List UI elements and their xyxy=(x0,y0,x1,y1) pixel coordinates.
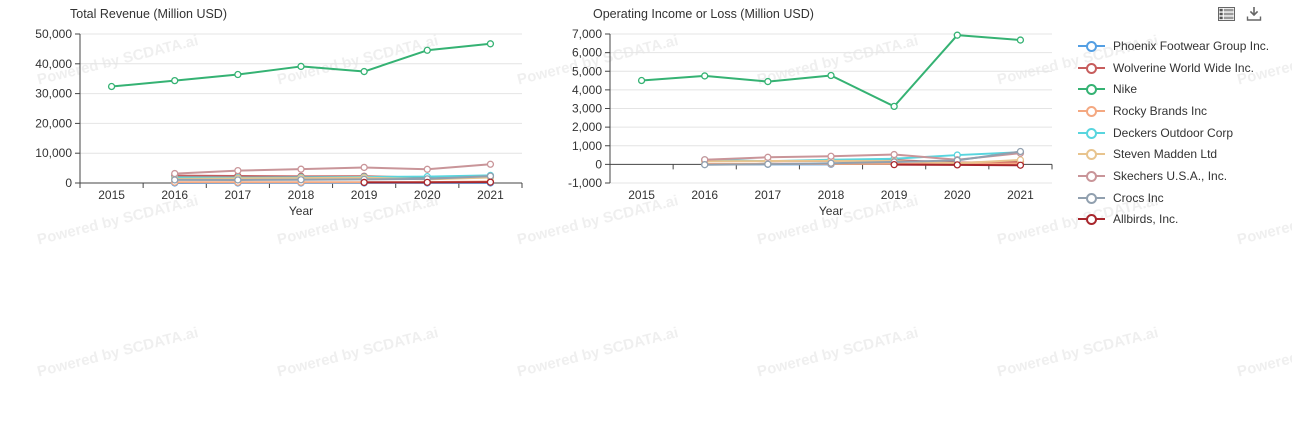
legend-label: Crocs Inc xyxy=(1113,190,1164,205)
watermark: Powered by SCDATA.ai xyxy=(755,324,921,381)
legend-item[interactable]: Steven Madden Ltd xyxy=(1078,143,1269,165)
data-view-icon[interactable] xyxy=(1218,7,1235,21)
total-revenue-chart: Total Revenue (Million USD) 0 10,000 20,00… xyxy=(0,0,560,232)
svg-text:2015: 2015 xyxy=(98,188,125,202)
svg-text:0: 0 xyxy=(595,157,602,171)
legend-marker-icon xyxy=(1078,192,1105,204)
legend-item[interactable]: Nike xyxy=(1078,78,1269,100)
legend-item[interactable]: Wolverine World Wide Inc. xyxy=(1078,57,1269,79)
svg-text:2018: 2018 xyxy=(818,188,845,202)
svg-text:40,000: 40,000 xyxy=(35,57,72,71)
svg-text:2016: 2016 xyxy=(691,188,718,202)
legend-marker-icon xyxy=(1078,105,1105,117)
toolbar xyxy=(1218,6,1262,22)
svg-text:0: 0 xyxy=(65,176,72,190)
svg-text:2018: 2018 xyxy=(288,188,315,202)
chart-title: Operating Income or Loss (Million USD) xyxy=(593,7,814,21)
legend-item[interactable]: Phoenix Footwear Group Inc. xyxy=(1078,35,1269,57)
legend-item[interactable]: Deckers Outdoor Corp xyxy=(1078,122,1269,144)
watermark: Powered by SCDATA.ai xyxy=(1235,324,1292,381)
legend-label: Wolverine World Wide Inc. xyxy=(1113,60,1254,75)
svg-text:2015: 2015 xyxy=(628,188,655,202)
watermark: Powered by SCDATA.ai xyxy=(35,324,201,381)
svg-text:2019: 2019 xyxy=(351,188,378,202)
svg-text:10,000: 10,000 xyxy=(35,146,72,160)
svg-text:1,000: 1,000 xyxy=(572,139,602,153)
svg-text:2020: 2020 xyxy=(414,188,441,202)
legend-item[interactable]: Allbirds, Inc. xyxy=(1078,209,1269,231)
chart-title: Total Revenue (Million USD) xyxy=(70,7,228,21)
legend-marker-icon xyxy=(1078,83,1105,96)
watermark: Powered by SCDATA.ai xyxy=(515,324,681,381)
total-revenue-plot: 0 10,000 20,000 30,000 40,000 50,000 2015 2016 2… xyxy=(35,27,523,218)
svg-text:-1,000: -1,000 xyxy=(568,176,602,190)
legend-item[interactable]: Skechers U.S.A., Inc. xyxy=(1078,165,1269,187)
legend-label: Allbirds, Inc. xyxy=(1113,212,1179,227)
svg-text:2019: 2019 xyxy=(881,188,908,202)
svg-text:2016: 2016 xyxy=(161,188,188,202)
svg-text:2021: 2021 xyxy=(1007,188,1034,202)
legend-marker-icon xyxy=(1078,213,1105,226)
svg-text:7,000: 7,000 xyxy=(572,27,602,41)
svg-text:2017: 2017 xyxy=(225,188,252,202)
legend-label: Steven Madden Ltd xyxy=(1113,147,1218,162)
legend-item[interactable]: Rocky Brands Inc xyxy=(1078,100,1269,122)
download-icon[interactable] xyxy=(1246,6,1262,22)
legend-label: Deckers Outdoor Corp xyxy=(1113,125,1234,140)
svg-text:2020: 2020 xyxy=(944,188,971,202)
legend-marker-icon xyxy=(1078,148,1105,161)
svg-text:2021: 2021 xyxy=(477,188,504,202)
legend-item[interactable]: Crocs Inc xyxy=(1078,187,1269,209)
operating-income-plot: -1,000 0 1,000 2,000 3,000 4,000 5,000 6,000 7,0… xyxy=(568,27,1053,218)
svg-text:Year: Year xyxy=(819,204,843,218)
svg-text:50,000: 50,000 xyxy=(35,27,72,41)
svg-text:30,000: 30,000 xyxy=(35,87,72,101)
legend-label: Phoenix Footwear Group Inc. xyxy=(1113,38,1270,53)
svg-text:6,000: 6,000 xyxy=(572,46,602,60)
watermark: Powered by SCDATA.ai xyxy=(275,324,441,381)
svg-text:3,000: 3,000 xyxy=(572,102,602,116)
legend-marker-icon xyxy=(1078,127,1105,139)
operating-income-chart: Operating Income or Loss (Million USD) -… xyxy=(560,0,1092,232)
legend-marker-icon xyxy=(1078,62,1105,74)
watermark: Powered by SCDATA.ai xyxy=(995,324,1161,381)
svg-text:4,000: 4,000 xyxy=(572,83,602,97)
svg-text:5,000: 5,000 xyxy=(572,64,602,78)
legend-label: Nike xyxy=(1113,82,1138,97)
legend-label: Rocky Brands Inc xyxy=(1113,103,1208,118)
svg-text:2017: 2017 xyxy=(755,188,782,202)
svg-text:Year: Year xyxy=(289,204,313,218)
svg-text:2,000: 2,000 xyxy=(572,120,602,134)
svg-text:20,000: 20,000 xyxy=(35,116,72,130)
legend: Phoenix Footwear Group Inc. Wolverine Wor… xyxy=(1078,35,1269,230)
legend-marker-icon xyxy=(1078,40,1105,52)
legend-marker-icon xyxy=(1078,170,1105,182)
legend-label: Skechers U.S.A., Inc. xyxy=(1113,168,1228,183)
